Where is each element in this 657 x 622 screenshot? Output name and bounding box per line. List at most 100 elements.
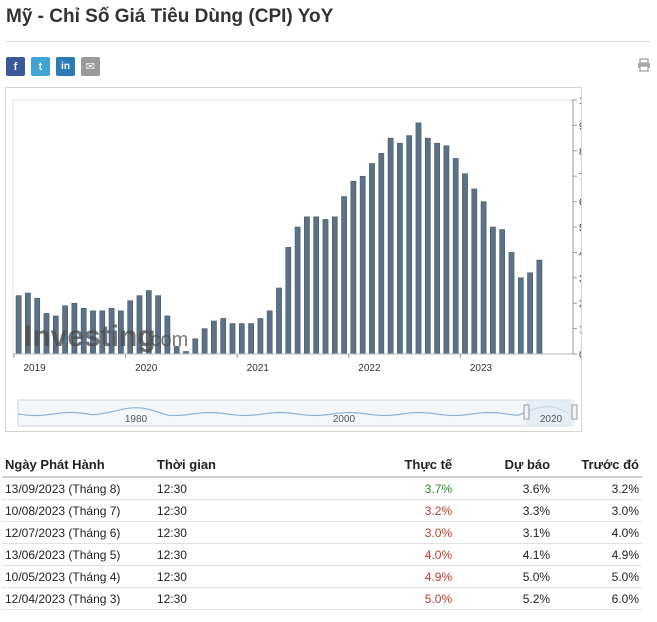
cell-release-date: 10/08/2023 (Tháng 7) [2,499,154,522]
chart-bar [238,323,245,355]
chart-bar [248,323,254,355]
table-row: 13/06/2023 (Tháng 5) 12:30 4.0% 4.1% 4.9% [2,543,642,566]
x-axis: 2019 2020 2021 2022 2023 [13,353,573,374]
chart-bar [359,175,366,355]
chart-bar [15,295,22,355]
cell-previous: 3.0% [553,499,642,522]
chart-bar [285,247,292,355]
chart-bar [341,196,347,355]
navigator-label: 2000 [333,414,356,425]
cell-actual: 3.7% [371,477,456,500]
cell-forecast: 4.1% [455,543,554,566]
navigator-label: 2020 [540,414,563,425]
chart-bar [192,338,199,355]
y-axis: 0 1 2 3 4 5 6 7 8 9 10 [572,96,591,361]
cpi-chart: Investing .com 2019 2020 2021 2022 2023 0 1 2 3… [12,96,591,427]
cell-previous: 4.0% [553,521,642,544]
table-row: 12/07/2023 (Tháng 6) 12:30 3.0% 3.1% 4.0% [2,521,642,544]
chart-bar [387,137,394,355]
cell-previous: 6.0% [553,587,642,610]
chart-bar [229,323,236,355]
chart-bar [443,145,450,355]
chart-bar [462,173,468,355]
chart-bar [424,137,431,355]
header-actual: Thực tế [371,452,456,478]
x-tick-label: 2021 [247,363,270,374]
y-tick-label: 4 [579,248,581,259]
cell-release-date: 12/04/2023 (Tháng 3) [2,587,154,610]
twitter-icon[interactable]: t [31,57,50,76]
chart-bar [350,181,357,355]
chart-bar [369,163,375,355]
x-tick-label: 2023 [470,363,493,374]
cell-actual: 3.2% [371,499,456,522]
x-tick-label: 2019 [23,363,46,374]
cell-time: 12:30 [153,543,372,566]
chart-bar [378,153,385,355]
chart-bar [499,229,506,355]
y-tick-label: 7 [579,172,581,183]
table-row: 10/05/2023 (Tháng 4) 12:30 4.9% 5.0% 5.0% [2,565,642,588]
navigator-label: 1980 [125,414,148,425]
cell-actual: 4.0% [371,543,456,566]
chart-container: Investing .com 2019 2020 2021 2022 2023 0 1 2 3… [5,87,591,432]
y-tick-label: 9 [579,121,581,132]
cell-release-date: 13/09/2023 (Tháng 8) [2,477,154,500]
chart-bar [471,188,478,355]
chart-bar [490,226,496,355]
chart-bar [211,320,217,355]
x-tick-label: 2020 [135,363,158,374]
cell-time: 12:30 [153,587,372,610]
linkedin-icon[interactable]: in [56,57,75,76]
navigator-handle[interactable] [571,404,578,420]
chart-grid [12,99,574,355]
cell-release-date: 10/05/2023 (Tháng 4) [2,565,154,588]
x-tick-label: 2022 [358,363,381,374]
header-forecast: Dự báo [455,452,554,478]
y-tick-label: 8 [579,147,581,158]
cell-actual: 3.0% [371,521,456,544]
table-row: 13/09/2023 (Tháng 8) 12:30 3.7% 3.6% 3.2% [2,477,642,500]
chart-bar [536,259,543,355]
cell-release-date: 13/06/2023 (Tháng 5) [2,543,154,566]
chart-bar [257,318,264,355]
cell-forecast: 5.0% [455,565,554,588]
watermark-suffix: .com [145,329,188,351]
chart-bar [331,216,338,355]
chart-bar [266,310,273,355]
table-row: 10/08/2023 (Tháng 7) 12:30 3.2% 3.3% 3.0% [2,499,642,522]
cell-time: 12:30 [153,521,372,544]
release-table: Ngày Phát Hành Thời gian Thực tế Dự báo … [2,452,642,610]
chart-bar [397,142,403,355]
header-release-date: Ngày Phát Hành [2,452,154,478]
chart-bar [434,142,440,355]
chart-bar [294,226,301,355]
cell-previous: 3.2% [553,477,642,500]
chart-bar [527,272,533,355]
cell-release-date: 12/07/2023 (Tháng 6) [2,521,154,544]
plot-border [12,99,574,355]
navigator-handle[interactable] [523,404,530,420]
table-row: 12/04/2023 (Tháng 3) 12:30 5.0% 5.2% 6.0% [2,587,642,610]
y-tick-label: 3 [579,274,581,285]
email-icon[interactable]: ✉ [81,57,100,76]
cell-forecast: 3.1% [455,521,554,544]
investing-watermark: Investing .com [24,320,188,353]
page-title: Mỹ - Chỉ Số Giá Tiêu Dùng (CPI) YoY [6,6,334,27]
watermark-brand: Investing [24,320,156,353]
navigator-selection[interactable] [526,400,574,426]
table-header-row: Ngày Phát Hành Thời gian Thực tế Dự báo … [2,452,642,478]
header-time: Thời gian [153,452,372,478]
cell-previous: 5.0% [553,565,642,588]
title-divider [6,41,651,42]
chart-bars [15,122,543,355]
chart-navigator[interactable]: 1980 2000 2020 [17,399,578,427]
cell-actual: 5.0% [371,587,456,610]
y-tick-label: 0 [579,350,581,361]
cell-forecast: 3.6% [455,477,554,500]
facebook-icon[interactable]: f [6,57,25,76]
chart-bar [313,216,320,355]
chart-bar [304,216,310,355]
print-icon[interactable] [637,58,651,72]
y-tick-label: 1 [579,325,581,336]
